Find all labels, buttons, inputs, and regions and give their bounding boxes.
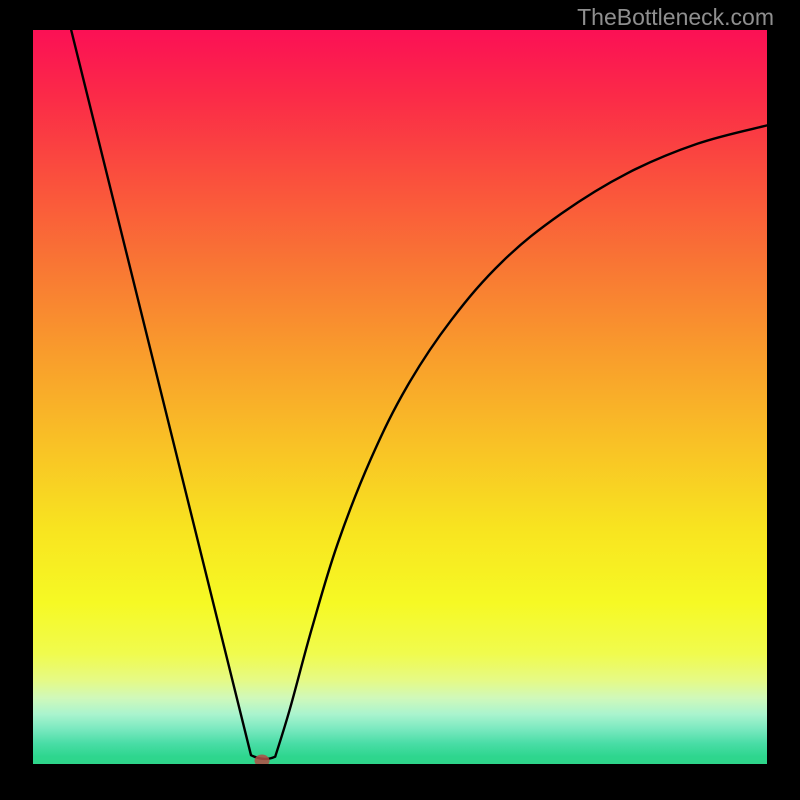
minimum-marker xyxy=(255,754,270,764)
bottleneck-curve xyxy=(71,30,767,759)
curve-layer xyxy=(33,30,767,764)
watermark-text: TheBottleneck.com xyxy=(577,4,774,31)
plot-area xyxy=(33,30,767,764)
